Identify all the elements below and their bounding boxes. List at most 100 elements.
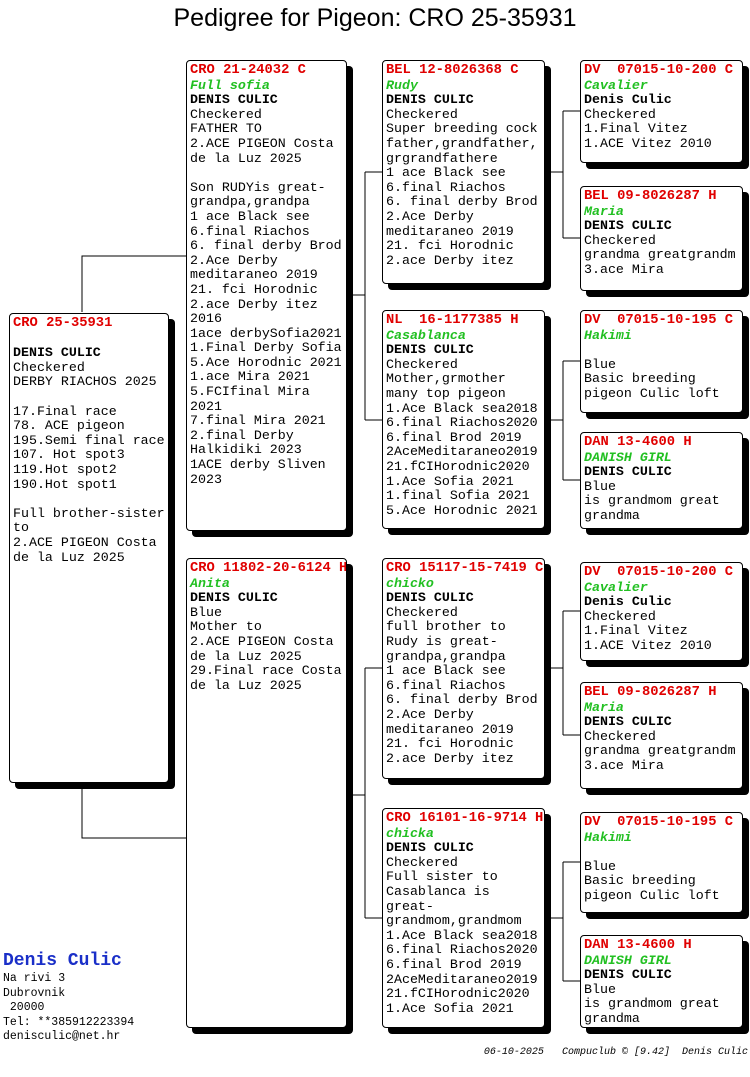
info-line: 29.Final race Costa	[190, 663, 342, 679]
info-line: 1.Ace Black sea2018	[386, 927, 538, 943]
info-line: 5.Ace Horodnic 2021	[386, 502, 538, 518]
pigeon-name: Maria	[584, 203, 624, 219]
info-line: 2AceMeditaraneo2019	[386, 444, 538, 460]
pigeon-box: DAN 13-4600 H DANISH GIRL DENIS CULIC Blue i…	[580, 935, 743, 1028]
owner: DENIS CULIC	[584, 967, 672, 983]
info-line: Checkered	[190, 106, 262, 122]
pigeon-box: BEL 09-8026287 H Maria DENIS CULIC Checkere…	[580, 186, 743, 291]
info-line: 21.fCIHorodnic2020	[386, 458, 530, 474]
pigeon-name: Full sofia	[190, 77, 270, 93]
owner: Denis Culic	[584, 594, 672, 610]
info-line: father,grandfather,	[386, 135, 538, 151]
ring-number: CRO 21-24032 C	[190, 63, 306, 78]
ring-number: DV 07015-10-200 C	[584, 565, 734, 580]
breeder: Denis Culic Na rivi 3 Dubrovnik 20000 Tel: …	[3, 950, 134, 1045]
info-line: grandma greatgrandm	[584, 247, 736, 263]
pigeon-box: DV 07015-10-200 C Cavalier Denis Culic Chec…	[580, 60, 743, 163]
info-line: 1.Ace Black sea2018	[386, 400, 538, 416]
info-line: meditaraneo 2019	[190, 267, 318, 283]
info-line: 2.Ace Derby	[386, 208, 474, 224]
info-line: 3.ace Mira	[584, 757, 664, 773]
info-line: 6.final Brod 2019	[386, 956, 522, 972]
info-line: 6.final Riachos	[386, 677, 506, 693]
pigeon-name: Cavalier	[584, 579, 648, 595]
info-line: full brother to	[386, 619, 506, 635]
info-line: 17.Final race	[13, 403, 117, 419]
info-line: 2.Ace Derby	[386, 706, 474, 722]
info-line: 1.Ace Sofia 2021	[386, 473, 514, 489]
address-line: Tel: **385912223394	[3, 1015, 135, 1029]
ring-number: DV 07015-10-200 C	[584, 63, 734, 78]
ring-number: CRO 15117-15-7419 C	[386, 561, 544, 576]
owner: DENIS CULIC	[584, 714, 672, 730]
info-line: Blue	[584, 356, 616, 372]
info-line: pigeon Culic loft	[584, 887, 720, 903]
info-line: grandma	[584, 1010, 640, 1026]
info-line: grandpa,grandpa	[386, 648, 506, 664]
info-line: Checkered	[386, 854, 458, 870]
spacer	[584, 343, 742, 358]
info-line: 2.ace Derby itez	[386, 750, 514, 766]
pigeon-box: BEL 09-8026287 H Maria DENIS CULIC Checkere…	[580, 682, 743, 789]
info-line: 6.final Riachos	[190, 223, 310, 239]
spacer	[13, 332, 168, 347]
info-line: Checkered	[386, 106, 458, 122]
info-line: 21.fCIHorodnic2020	[386, 986, 530, 1002]
info-line: grandma greatgrandm	[584, 743, 736, 759]
owner: DENIS CULIC	[190, 92, 278, 108]
info-line: 1 ace Black see	[386, 663, 506, 679]
pigeon-name: Anita	[190, 575, 230, 591]
info-line: 2.Ace Derby	[190, 252, 278, 268]
info-line: 1 ace Black see	[190, 208, 310, 224]
info-line: Son RUDYis great-	[190, 179, 326, 195]
info-line: Blue	[584, 981, 616, 997]
info-line: Super breeding cock	[386, 121, 538, 137]
info-line: 1ace derbySofia2021	[190, 325, 342, 341]
owner: DENIS CULIC	[584, 464, 672, 480]
pigeon-box: NL 16-1177385 H Casablanca DENIS CULIC Chec…	[382, 310, 545, 529]
author: Denis Culic	[681, 1047, 748, 1058]
info-line: grandmom,grandmom	[386, 913, 522, 929]
owner: Denis Culic	[584, 92, 672, 108]
pigeon-name: DANISH GIRL	[584, 952, 672, 968]
info-line: Basic breeding	[584, 371, 696, 387]
pigeon-box: CRO 11802-20-6124 H Anita DENIS CULIC Blue M…	[186, 558, 347, 1028]
footer: 06-10-2025 Compuclub © [9.42] Denis Culi…	[484, 1047, 748, 1058]
info-line: Checkered	[584, 232, 656, 248]
info-line: de la Luz 2025	[190, 677, 302, 693]
info-line: 2.ACE PIGEON Costa	[190, 135, 334, 151]
pigeon-box: DAN 13-4600 H DANISH GIRL DENIS CULIC Blue i…	[580, 432, 743, 529]
pigeon-box: BEL 12-8026368 C Rudy DENIS CULIC Checkered…	[382, 60, 545, 284]
info-line: meditaraneo 2019	[386, 721, 514, 737]
info-line: de la Luz 2025	[190, 150, 302, 166]
pigeon-box: CRO 21-24032 C Full sofia DENIS CULIC Check…	[186, 60, 347, 531]
info-line: grandma	[584, 507, 640, 523]
info-line: 21. fci Horodnic	[386, 238, 514, 254]
info-line: grandpa,grandpa	[190, 194, 310, 210]
info-line: 1.Final Derby Sofia	[190, 340, 342, 356]
owner: DENIS CULIC	[584, 218, 672, 234]
info-line: 21. fci Horodnic	[190, 281, 318, 297]
info-line: 78. ACE pigeon	[13, 418, 125, 434]
pigeon-box: DV 07015-10-200 C Cavalier Denis Culic Chec…	[580, 562, 743, 661]
owner: DENIS CULIC	[386, 590, 474, 606]
info-line: 190.Hot spot1	[13, 476, 117, 492]
pigeon-name: Cavalier	[584, 77, 648, 93]
info-line: 1.final Sofia 2021	[386, 488, 530, 504]
info-line: Casablanca is	[386, 883, 490, 899]
pigeon-name: Hakimi	[584, 829, 632, 845]
info-line: 1.ACE Vitez 2010	[584, 637, 712, 653]
info-line: is grandmom great	[584, 493, 720, 509]
info-line: 195.Semi final race	[13, 432, 165, 448]
info-line: 3.ace Mira	[584, 261, 664, 277]
info-line: Checkered	[13, 359, 85, 375]
info-line: 119.Hot spot2	[13, 461, 117, 477]
connector-lines	[81, 110, 580, 982]
ring-number: CRO 16101-16-9714 H	[386, 811, 544, 826]
spacer	[13, 492, 168, 507]
pigeon-box: DV 07015-10-195 C Hakimi Blue Basic breedin…	[580, 310, 743, 413]
info-line: 2AceMeditaraneo2019	[386, 971, 538, 987]
info-line: Checkered	[584, 728, 656, 744]
address-line: denisculic@net.hr	[3, 1030, 121, 1044]
